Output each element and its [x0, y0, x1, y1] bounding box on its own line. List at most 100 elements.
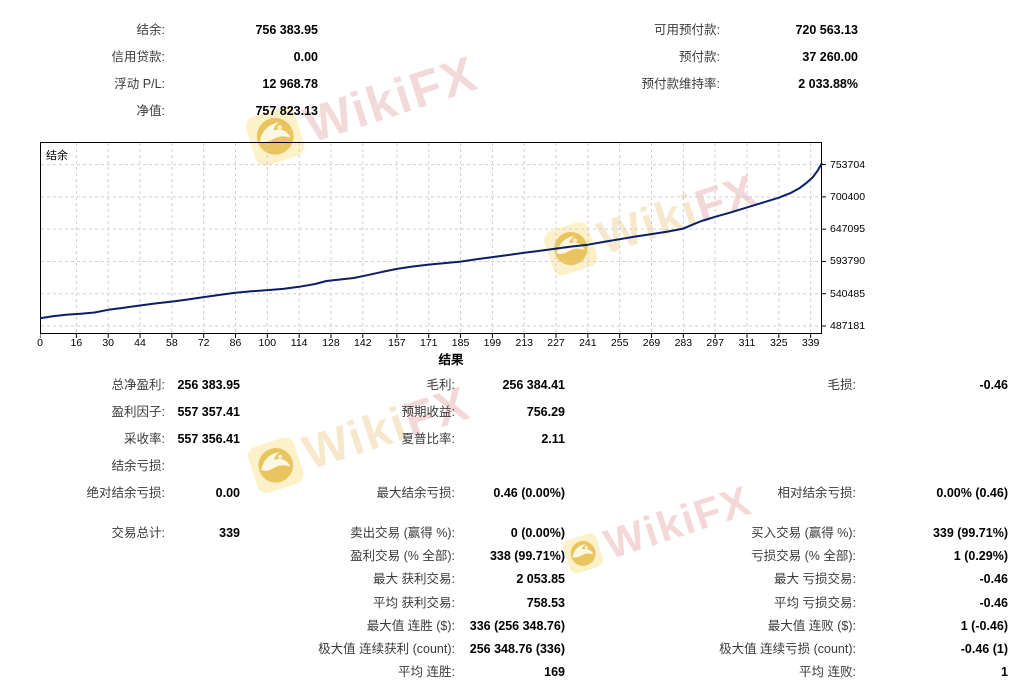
result-value: 339 [219, 526, 240, 540]
result-value: 169 [544, 665, 565, 679]
account-value: 756 383.95 [255, 23, 318, 37]
result-value: 338 (99.71%) [489, 549, 565, 563]
result-label: 盈利交易 (% 全部): [350, 549, 455, 563]
account-value: 757 823.13 [255, 104, 318, 118]
result-row: 总净盈利: 256 383.95 毛利: 256 384.41 毛损: -0.46 [0, 374, 1009, 392]
account-value: 37 260.00 [802, 50, 858, 64]
result-label: 平均 亏损交易: [774, 596, 856, 610]
x-axis-label: 0 [37, 337, 43, 349]
result-value: 1 (-0.46) [960, 619, 1008, 633]
x-axis-label: 297 [706, 337, 724, 349]
x-axis-label: 185 [451, 337, 470, 349]
x-axis-label: 325 [770, 337, 788, 349]
result-label: 平均 连胜: [398, 665, 455, 679]
result-label: 亏损交易 (% 全部): [751, 549, 856, 563]
account-label: 净值: [136, 104, 165, 118]
account-row: 净值: 757 823.13 [0, 100, 858, 118]
x-axis-label: 171 [419, 337, 438, 349]
result-value: 0.00% (0.46) [936, 486, 1008, 500]
balance-chart-canvas [39, 142, 826, 338]
result-value: 0 (0.00%) [510, 526, 565, 540]
result-row: 极大值 连续获利 (count): 256 348.76 (336) 极大值 连续亏… [0, 638, 1008, 656]
result-label: 最大 亏损交易: [774, 572, 856, 586]
result-label: 盈利因子: [111, 405, 165, 419]
result-value: 0.46 (0.00%) [493, 486, 565, 500]
account-row: 浮动 P/L: 12 968.78 预付款维持率: 2 033.88% [0, 73, 858, 91]
x-axis-label: 72 [197, 337, 210, 349]
x-axis-label: 213 [515, 337, 533, 349]
result-row: 盈利交易 (% 全部): 338 (99.71%) 亏损交易 (% 全部): 1 (0… [0, 545, 1008, 563]
result-label: 极大值 连续亏损 (count): [719, 642, 856, 656]
result-value: 1 [1001, 665, 1008, 679]
account-label: 浮动 P/L: [114, 77, 165, 91]
y-axis-label: 700400 [830, 190, 866, 203]
result-label: 最大值 连败 ($): [767, 619, 856, 633]
x-axis-label: 283 [674, 337, 693, 349]
account-label: 可用预付款: [654, 23, 720, 37]
y-axis-label: 487181 [830, 320, 866, 333]
result-row: 采收率: 557 356.41 夏普比率: 2.11 [0, 428, 1008, 446]
y-axis-label: 647095 [830, 223, 866, 236]
account-value: 12 968.78 [262, 77, 318, 91]
result-value: -0.46 [979, 378, 1009, 392]
result-value: 557 357.41 [177, 405, 240, 419]
result-row: 平均 获利交易: 758.53 平均 亏损交易: -0.46 [0, 592, 1009, 610]
x-axis-label: 339 [801, 337, 820, 349]
result-value: 256 348.76 (336) [469, 642, 565, 656]
x-axis-label: 100 [258, 337, 277, 349]
x-axis-label: 241 [579, 337, 597, 349]
result-value: 339 (99.71%) [932, 526, 1008, 540]
result-row: 交易总计: 339 卖出交易 (赢得 %): 0 (0.00%) 买入交易 (赢得 %)… [0, 522, 1008, 540]
x-axis-label: 30 [102, 337, 115, 349]
account-label: 预付款维持率: [641, 77, 720, 91]
x-axis-label: 255 [610, 337, 629, 349]
result-label: 最大值 连胜 ($): [366, 619, 455, 633]
result-label: 极大值 连续获利 (count): [318, 642, 455, 656]
result-label: 绝对结余亏损: [86, 486, 165, 500]
result-value: 256 383.95 [177, 378, 240, 392]
result-row: 结余亏损: [0, 455, 1008, 473]
wikifx-watermark-text: WikiFX [297, 45, 484, 153]
result-value: 557 356.41 [177, 432, 240, 446]
result-label: 买入交易 (赢得 %): [751, 526, 856, 540]
result-value: -0.46 [979, 572, 1009, 586]
balance-chart [39, 142, 830, 339]
account-row: 结余: 756 383.95 可用预付款: 720 563.13 [0, 19, 858, 37]
x-axis-label: 157 [388, 337, 406, 349]
account-label: 结余: [136, 23, 165, 37]
x-axis-label: 44 [134, 337, 146, 349]
result-label: 预期收益: [401, 405, 455, 419]
result-value: 256 384.41 [502, 378, 565, 392]
x-axis-label: 269 [642, 337, 661, 349]
result-label: 总净盈利: [111, 378, 165, 392]
result-label: 最大 获利交易: [373, 572, 455, 586]
account-label: 信用贷款: [111, 50, 165, 64]
result-label: 最大结余亏损: [376, 486, 455, 500]
result-value: 2.11 [541, 432, 565, 446]
result-label: 夏普比率: [401, 432, 455, 446]
result-label: 毛损: [827, 378, 856, 392]
result-value: -0.46 [979, 596, 1009, 610]
chart-border [40, 142, 822, 334]
results-header: 结果 [438, 353, 464, 367]
result-label: 结余亏损: [111, 459, 165, 473]
x-axis-label: 227 [547, 337, 565, 349]
result-label: 交易总计: [111, 526, 165, 540]
x-axis-label: 114 [290, 337, 308, 349]
y-axis-label: 753704 [830, 158, 866, 171]
x-axis-label: 311 [738, 337, 756, 349]
result-row: 平均 连胜: 169 平均 连败: 1 [0, 661, 1008, 679]
account-value: 0.00 [293, 50, 318, 64]
account-value: 720 563.13 [795, 23, 858, 37]
result-row: 盈利因子: 557 357.41 预期收益: 756.29 [0, 401, 1008, 419]
result-label: 平均 连败: [799, 665, 856, 679]
result-row: 最大值 连胜 ($): 336 (256 348.76) 最大值 连败 ($): 1 … [0, 615, 1008, 633]
result-value: 758.53 [526, 596, 565, 610]
y-axis-label: 593790 [830, 255, 866, 268]
result-label: 毛利: [426, 378, 455, 392]
result-row: 最大 获利交易: 2 053.85 最大 亏损交易: -0.46 [0, 568, 1009, 586]
chart-legend-balance: 结余 [46, 150, 68, 162]
account-row: 信用贷款: 0.00 预付款: 37 260.00 [0, 46, 858, 64]
x-axis-label: 86 [229, 337, 242, 349]
